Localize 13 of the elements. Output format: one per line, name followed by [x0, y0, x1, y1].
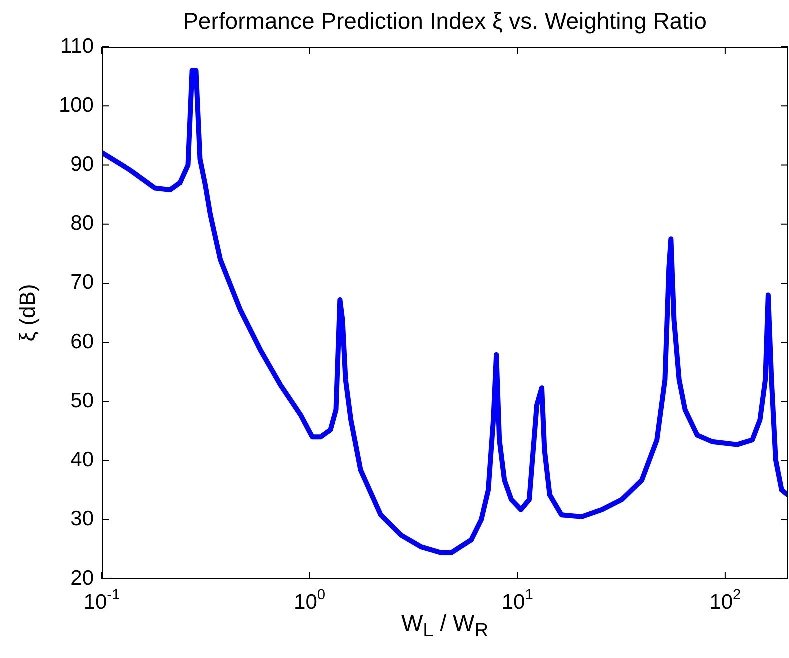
- y-tick-label: 90: [70, 153, 94, 176]
- y-axis-title: ξ (dB): [15, 284, 41, 342]
- y-tick-label: 30: [70, 508, 94, 531]
- y-tick-label: 110: [60, 34, 94, 58]
- chart-title: Performance Prediction Index ξ vs. Weighting Ratio: [182, 8, 708, 35]
- y-tick-label: 40: [70, 448, 94, 472]
- y-tick-label: 20: [70, 566, 94, 590]
- x-axis-title: W$_{L}$ / W$_{R}$: [401, 610, 489, 642]
- y-tick-label: 100: [58, 94, 94, 117]
- y-tick-label: 70: [70, 271, 94, 294]
- y-tick-label: 80: [70, 212, 94, 236]
- y-tick-label: 60: [70, 330, 94, 354]
- y-tick-label: 50: [70, 389, 94, 412]
